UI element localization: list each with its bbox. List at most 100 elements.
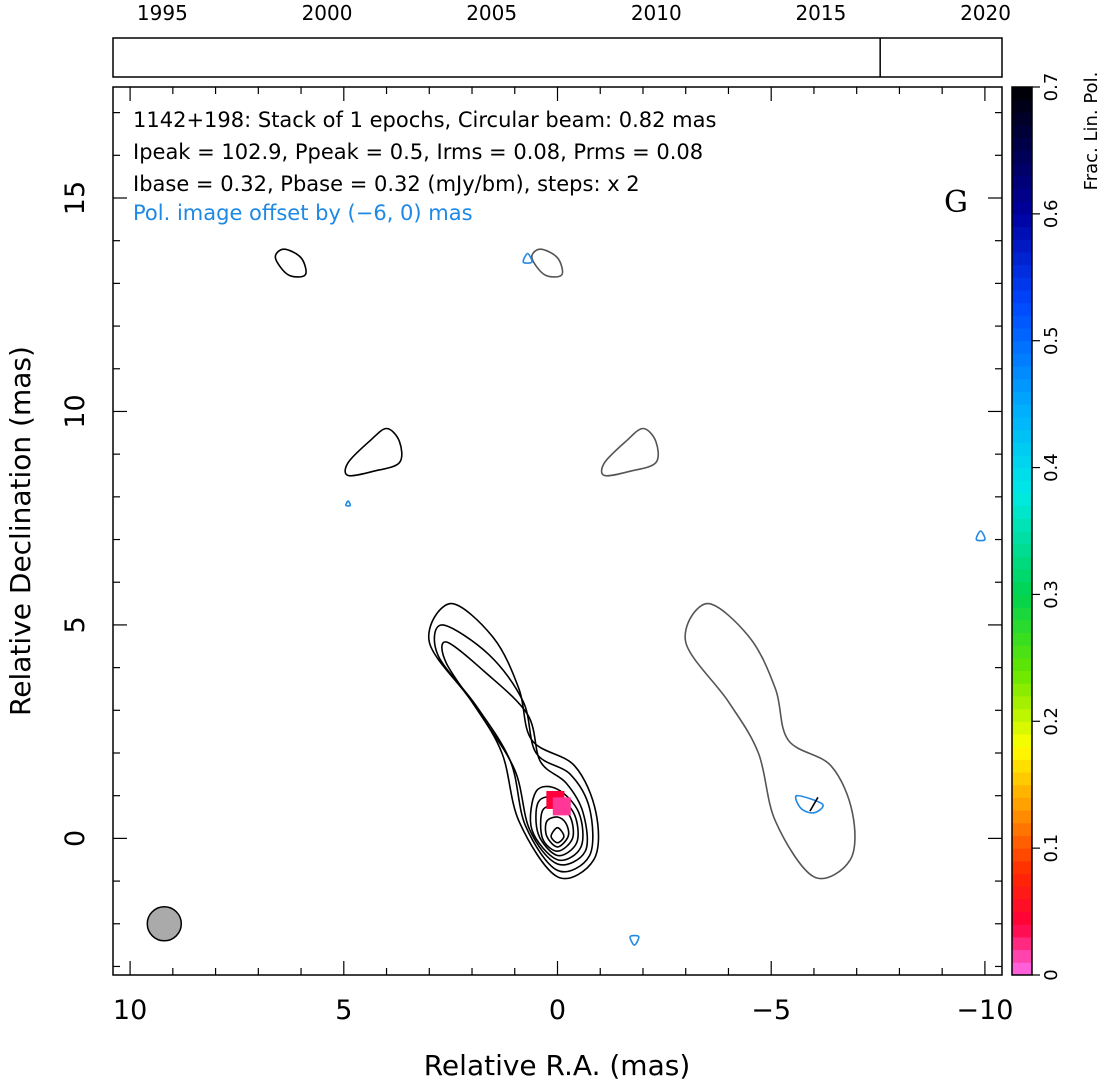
pol-intensity-contour [794,794,824,814]
colorbar-step [1012,505,1032,519]
frac-pol-pixel [552,797,571,816]
timeline-year-label: 2015 [795,1,846,25]
colorbar-tick-labels: 0 0.1 0.2 0.3 0.4 0.5 0.6 0.7 [1032,73,1062,981]
colorbar-step [1012,442,1032,456]
colorbar-step [1012,264,1032,278]
colorbar-step [1012,201,1032,215]
colorbar-step [1012,99,1032,113]
colorbar-step [1012,632,1032,646]
colorbar-step [1012,645,1032,659]
colorbar-step [1012,391,1032,405]
colorbar-step [1012,531,1032,545]
evpa-stick [809,796,819,812]
colorbar-step [1012,543,1032,557]
timeline-tick-labels: 1995 2000 2005 2010 2015 2020 [137,1,1011,25]
header-text: 1142+198: Stack of 1 epochs, Circular be… [133,108,968,225]
colorbar-step [1012,657,1032,672]
colorbar-tick-label: 0.3 [1041,580,1062,609]
colorbar-step [1012,860,1032,875]
total-intensity-contour [274,248,307,278]
colorbar-step [1012,810,1032,824]
colorbar-step [1012,137,1032,151]
colorbar-label: Frac. Lin. Pol. [1081,72,1102,191]
colorbar-step [1012,302,1032,316]
y-tick-label: 15 [60,181,91,215]
colorbar-step [1012,366,1032,380]
total-intensity-contour [544,816,570,848]
pol-intensity-contour [345,500,352,507]
total-intensity-contour [427,602,600,880]
beam-ellipse [146,906,183,942]
x-tick-label: 5 [335,995,352,1026]
evpa-stick-layer [809,796,819,812]
colorbar-step [1012,226,1032,240]
colorbar-step [1012,328,1032,342]
pol-offset-contour [600,427,660,477]
colorbar-step [1012,708,1032,722]
header-line-4-pol-offset: Pol. image offset by (−6, 0) mas [133,201,473,225]
colorbar-step [1012,822,1032,836]
x-axis-label: Relative R.A. (mas) [424,1049,691,1082]
x-tick-label: −5 [751,995,791,1026]
pol-intensity-contour [629,934,640,946]
colorbar-step [1012,569,1032,583]
colorbar-step [1012,581,1032,595]
pol-intensity-contour [975,530,986,542]
x-tick-label: 0 [549,995,566,1026]
colorbar-step [1012,188,1032,202]
colorbar-step [1012,404,1032,418]
colorbar-tick-label: 0 [1041,969,1062,980]
y-tick-label: 0 [60,830,91,847]
colorbar-gradient [1012,87,1032,976]
colorbar-tick-label: 0.7 [1041,73,1062,102]
colorbar-step [1012,936,1032,951]
colorbar-step [1012,594,1032,608]
colorbar-step [1012,239,1032,253]
colorbar-tick-label: 0.5 [1041,326,1062,355]
y-tick-labels: 0 5 10 15 [60,181,91,847]
y-axis-label: Relative Declination (mas) [4,346,37,716]
colorbar-step [1012,721,1032,735]
colorbar: 0 0.1 0.2 0.3 0.4 0.5 0.6 0.7 Frac. Lin. Pol. [1011,72,1102,981]
colorbar-tick-label: 0.2 [1041,707,1062,736]
colorbar-tick-label: 0.4 [1041,453,1062,482]
colorbar-step [1012,429,1032,443]
colorbar-step [1012,416,1032,431]
y-tick-label: 10 [60,394,91,428]
colorbar-step [1012,125,1032,139]
colorbar-step [1012,340,1032,354]
colorbar-step [1012,467,1032,481]
colorbar-step [1012,518,1032,532]
total-intensity-contour [344,427,403,477]
colorbar-step [1012,175,1032,189]
colorbar-step [1012,315,1032,329]
timeline-year-label: 2005 [466,1,517,25]
x-tick-label: 10 [113,995,147,1026]
colorbar-step [1012,784,1032,798]
y-tick-label: 5 [60,616,91,633]
timeline-year-label: 1995 [137,1,188,25]
colorbar-step [1012,251,1032,266]
colorbar-step [1012,898,1032,913]
colorbar-step [1012,492,1032,507]
colorbar-step [1012,480,1032,494]
colorbar-step [1012,848,1032,862]
colorbar-step [1012,619,1032,633]
colorbar-step [1012,556,1032,570]
colorbar-step [1012,163,1032,177]
colorbar-step [1012,353,1032,367]
timeline-box [112,37,1003,78]
header-line-2: Ipeak = 102.9, Ppeak = 0.5, Irms = 0.08,… [133,140,703,164]
colorbar-step [1012,289,1032,304]
colorbar-step [1012,873,1032,887]
colorbar-step [1012,607,1032,621]
plot-area: 10 5 0 −5 −10 0 5 10 15 Relative R.A. (mas) Rel… [4,86,1013,1082]
colorbar-step [1012,683,1032,697]
header-line-1: 1142+198: Stack of 1 epochs, Circular be… [133,108,716,132]
colorbar-step [1012,911,1032,925]
pol-offset-contour [531,248,564,278]
contour-layer [274,248,986,946]
colorbar-step [1012,772,1032,786]
total-intensity-contour [550,826,565,844]
colorbar-step [1012,733,1032,748]
